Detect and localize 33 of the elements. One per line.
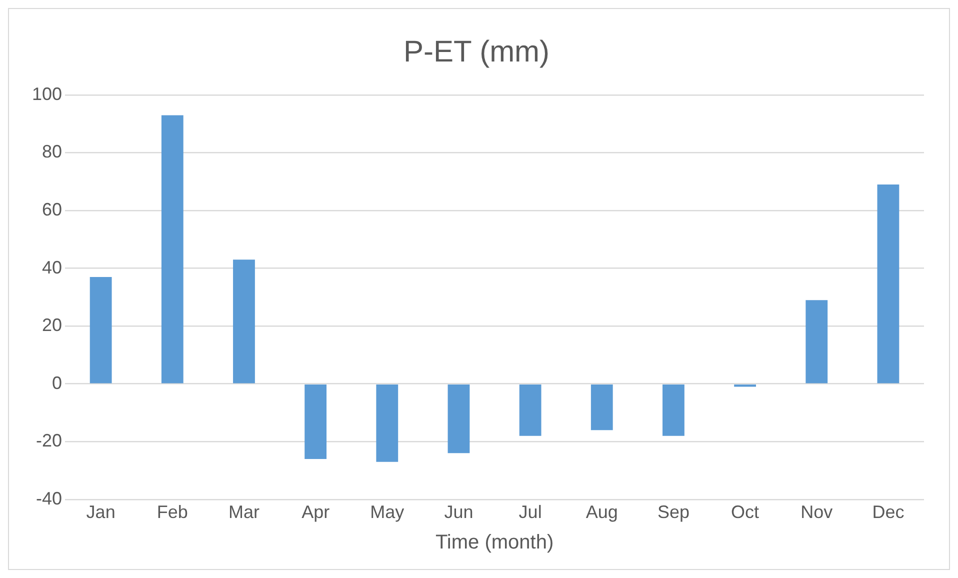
x-tick-label: Feb [156,502,188,522]
y-tick-label: -40 [36,488,62,508]
x-tick-label: Apr [302,502,330,522]
bar [519,384,542,436]
x-tick-label: Jan [86,502,116,522]
y-tick-label: 60 [42,200,62,220]
chart-title: P-ET (mm) [403,35,550,68]
bar [662,384,684,436]
x-tick-label: Aug [586,502,618,522]
bar [590,384,613,430]
x-axis-title: Time (month) [435,532,554,554]
x-tick-label: Jun [444,502,474,522]
x-tick-label: Mar [228,502,260,522]
bar [877,184,900,384]
bar [161,115,184,384]
y-tick-label: 40 [42,257,62,278]
y-tick-label: 20 [42,315,62,336]
y-tick-label: 100 [32,84,62,104]
x-tick-label: Sep [657,502,690,522]
bar [806,300,828,384]
bar [376,384,398,462]
x-tick-label: May [370,502,404,522]
x-tick-label: Jul [518,502,542,522]
bar [304,384,327,459]
bar [233,260,255,384]
y-tick-label: -20 [36,430,62,451]
y-tick-label: 0 [52,372,62,393]
x-tick-label: Nov [800,502,833,522]
bar [90,276,112,384]
y-tick-label: 80 [42,142,62,162]
x-tick-label: Oct [731,502,760,522]
x-tick-label: Dec [872,502,904,522]
bar [448,384,470,454]
